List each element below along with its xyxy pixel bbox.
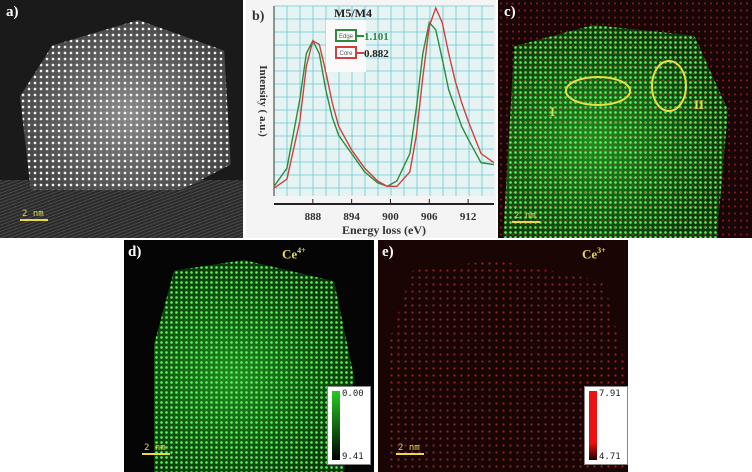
region-II-label: II [694, 97, 705, 112]
y-axis-label: Intensity ( a.u.) [257, 65, 269, 137]
x-tick-label: 894 [343, 211, 360, 223]
panel-label: c) [504, 4, 516, 20]
colorbar-min: 9.41 [342, 452, 364, 462]
nanoparticle [20, 20, 231, 190]
panel-e-ce3-map: e) Ce3+ 7.91 4.71 2 nm [378, 240, 628, 472]
ion-label: Ce3+ [582, 246, 606, 262]
scale-bar: 2 nm [512, 212, 540, 223]
panel-label: b) [252, 9, 265, 24]
x-tick-label: 888 [305, 211, 322, 223]
ion-label: Ce4+ [282, 246, 306, 262]
legend-ratio: 1.101 [364, 31, 389, 43]
x-tick-label: 906 [421, 211, 438, 223]
legend-ratio: 0.882 [364, 48, 389, 60]
ion-symbol: Ce [582, 246, 598, 262]
panel-label: a) [6, 4, 19, 20]
colorbar-max: 7.91 [599, 389, 621, 399]
scale-bar: 2 nm [396, 444, 424, 455]
series-line-edge [273, 21, 495, 188]
legend-label: Core [339, 51, 353, 57]
chart-title: M5/M4 [334, 6, 372, 20]
region-I-ellipse [565, 76, 631, 106]
series-line-core [273, 6, 495, 189]
panel-a-haadf-image: a) 2 nm [0, 0, 243, 238]
ion-charge: 4+ [297, 246, 306, 255]
ion-symbol: Ce [282, 246, 298, 262]
region-markers [565, 60, 687, 112]
x-axis-label: Energy loss (eV) [342, 223, 426, 237]
region-I-label: I [550, 104, 556, 119]
panel-d-ce4-map: d) Ce4+ 0.00 9.41 2 nm [124, 240, 374, 472]
eels-chart: 888 894 900 906 912 Energy loss (eV) Intensity… [252, 5, 495, 237]
red-map [498, 0, 752, 238]
colorbar: 7.91 4.71 [584, 386, 628, 465]
panel-c-composite-map: I II c) 2 nm [498, 0, 752, 238]
colorbar-gradient [589, 391, 597, 460]
panel-label: e) [382, 244, 394, 260]
region-II-ellipse [651, 60, 687, 112]
panel-b-eels-spectrum: 888 894 900 906 912 Energy loss (eV) Intensity… [246, 0, 496, 238]
colorbar-max: 0.00 [342, 389, 364, 399]
legend-label: Edge [339, 34, 354, 40]
scale-bar: 2 nm [20, 210, 48, 221]
green-map [154, 260, 354, 472]
colorbar-gradient [332, 391, 340, 460]
x-tick-label: 900 [382, 211, 399, 223]
plot-area [274, 6, 494, 196]
colorbar-min: 4.71 [599, 452, 621, 462]
ion-charge: 3+ [597, 246, 606, 255]
x-tick-label: 912 [460, 211, 477, 223]
panel-label: d) [128, 244, 142, 260]
scale-bar: 2 nm [142, 444, 170, 455]
colorbar: 0.00 9.41 [327, 386, 371, 465]
